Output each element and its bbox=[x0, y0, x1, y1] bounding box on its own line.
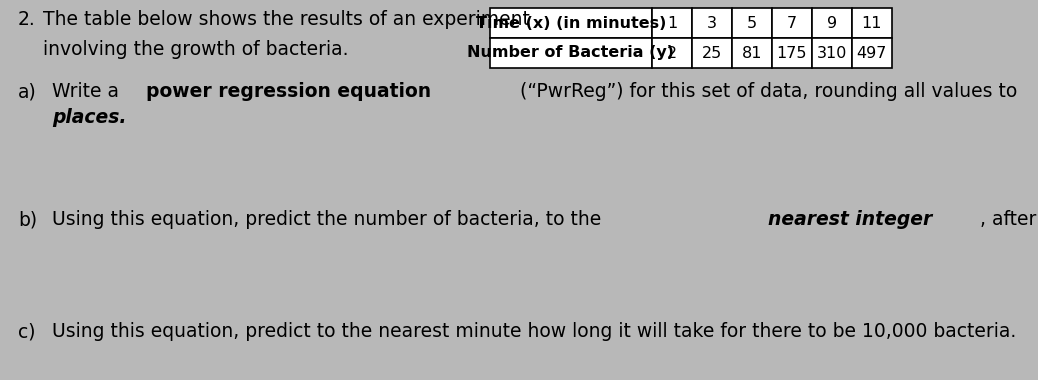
Text: Time (x) (in minutes): Time (x) (in minutes) bbox=[475, 16, 666, 30]
Text: 2.: 2. bbox=[18, 10, 35, 29]
Bar bbox=[852, 8, 892, 38]
Text: 5: 5 bbox=[747, 16, 757, 30]
Text: Number of Bacteria (y): Number of Bacteria (y) bbox=[467, 46, 675, 60]
Bar bbox=[772, 38, 812, 68]
Text: 25: 25 bbox=[702, 46, 722, 60]
Text: c): c) bbox=[18, 322, 35, 341]
Bar bbox=[692, 8, 732, 38]
Bar bbox=[652, 8, 692, 38]
Text: Using this equation, predict to the nearest minute how long it will take for the: Using this equation, predict to the near… bbox=[52, 322, 1016, 341]
Bar bbox=[812, 8, 852, 38]
Text: , after 15 minutes.: , after 15 minutes. bbox=[980, 210, 1038, 229]
Text: 11: 11 bbox=[862, 16, 882, 30]
Bar bbox=[652, 38, 692, 68]
Text: 9: 9 bbox=[827, 16, 837, 30]
Bar bbox=[772, 8, 812, 38]
Text: nearest integer: nearest integer bbox=[768, 210, 933, 229]
Text: The table below shows the results of an experiment: The table below shows the results of an … bbox=[43, 10, 529, 29]
Text: b): b) bbox=[18, 210, 37, 229]
Bar bbox=[852, 38, 892, 68]
Text: 7: 7 bbox=[787, 16, 797, 30]
Text: (“PwrReg”) for this set of data, rounding all values to: (“PwrReg”) for this set of data, roundin… bbox=[514, 82, 1023, 101]
Text: 1: 1 bbox=[666, 16, 677, 30]
Text: 2: 2 bbox=[666, 46, 677, 60]
Bar bbox=[490, 8, 652, 38]
Text: Write a: Write a bbox=[52, 82, 125, 101]
Bar bbox=[732, 38, 772, 68]
Text: a): a) bbox=[18, 82, 36, 101]
Bar bbox=[692, 38, 732, 68]
Bar bbox=[732, 8, 772, 38]
Text: places.: places. bbox=[52, 108, 127, 127]
Text: 175: 175 bbox=[776, 46, 808, 60]
Text: Using this equation, predict the number of bacteria, to the: Using this equation, predict the number … bbox=[52, 210, 607, 229]
Text: 497: 497 bbox=[856, 46, 887, 60]
Text: 81: 81 bbox=[742, 46, 762, 60]
Text: power regression equation: power regression equation bbox=[146, 82, 432, 101]
Text: 3: 3 bbox=[707, 16, 717, 30]
Bar bbox=[490, 38, 652, 68]
Bar bbox=[812, 38, 852, 68]
Text: involving the growth of bacteria.: involving the growth of bacteria. bbox=[43, 40, 349, 59]
Text: 310: 310 bbox=[817, 46, 847, 60]
